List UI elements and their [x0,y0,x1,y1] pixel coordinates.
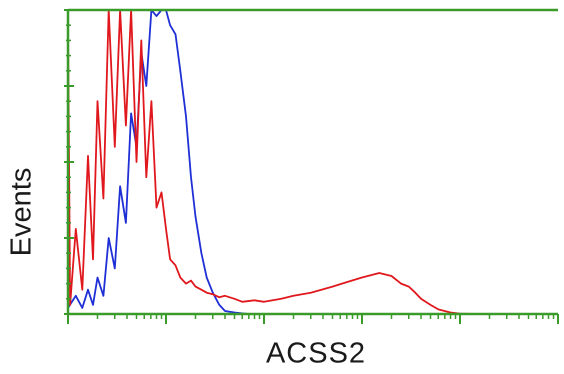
axes-layer [64,8,559,324]
series-line-2 [68,10,490,314]
curves-layer [68,10,490,314]
x-axis-title: ACSS2 [265,337,367,370]
y-axis-title: Events [5,167,38,257]
series-line-1 [68,10,249,314]
